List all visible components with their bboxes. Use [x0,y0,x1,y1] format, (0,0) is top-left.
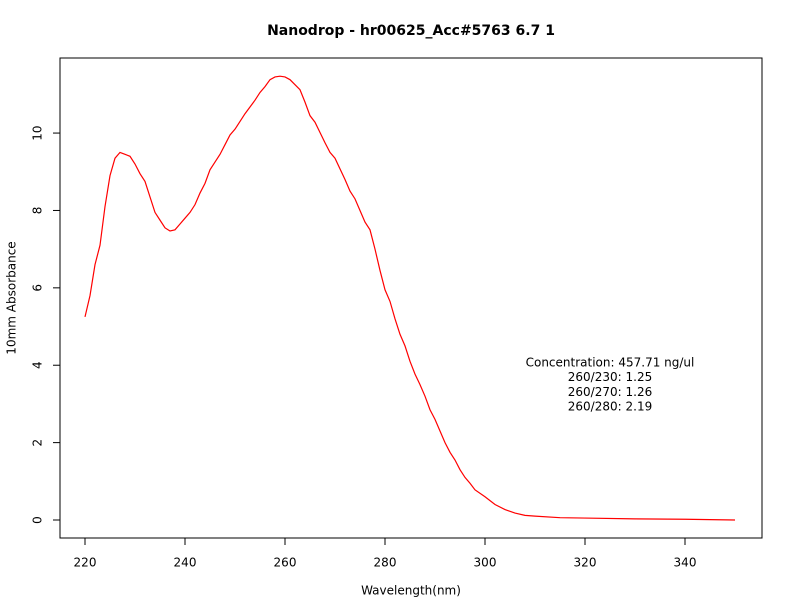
annotation: Concentration: 457.71 ng/ul [526,356,695,370]
x-tick-label: 320 [574,556,597,570]
x-tick-label: 240 [174,556,197,570]
plot-frame [59,57,763,539]
annotation: 260/270: 1.26 [568,385,652,399]
x-tick-label: 260 [274,556,297,570]
data-line [84,75,736,521]
annotation: 260/230: 1.25 [568,370,652,384]
y-axis-label: 10mm Absorbance [5,241,19,354]
x-tick-label: 340 [674,556,697,570]
y-tick-label: 2 [31,439,45,447]
y-tick-label: 0 [31,516,45,524]
x-tick-label: 280 [374,556,397,570]
y-tick-label: 6 [31,284,45,292]
annotation: 260/280: 2.19 [568,400,652,414]
x-tick-label: 220 [74,556,97,570]
y-tick-label: 8 [31,207,45,215]
y-tick-label: 10 [30,125,44,140]
x-axis-label: Wavelength(nm) [361,584,461,598]
y-tick-label: 4 [31,361,45,369]
x-tick-label: 300 [474,556,497,570]
chart-title: Nanodrop - hr00625_Acc#5763 6.7 1 [267,23,555,39]
